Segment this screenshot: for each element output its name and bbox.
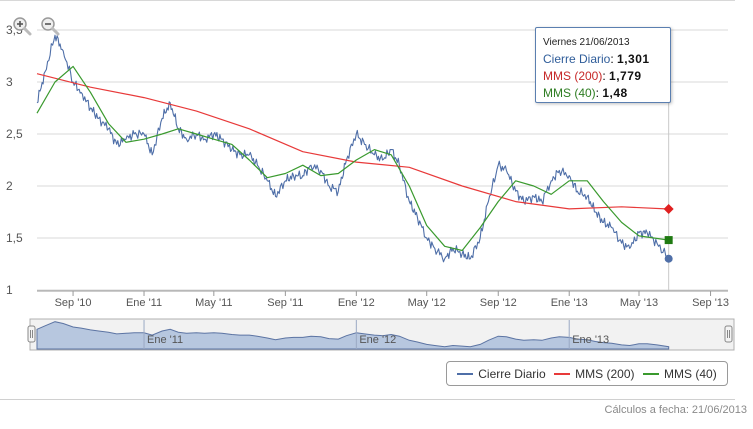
legend-swatch [643,372,660,375]
legend-swatch [457,372,474,375]
y-tick-label: 2 [6,179,13,193]
y-tick-label: 3 [6,75,13,89]
x-tick-label: May '11 [195,297,232,309]
x-tick-label: Ene '13 [551,297,588,309]
zoom-in-icon[interactable] [12,16,32,36]
y-tick-label: 1 [6,283,13,297]
tooltip-label: MMS (200) [543,69,603,83]
legend-item-mms40[interactable]: MMS (40) [643,367,717,381]
series-mms200-line [36,73,669,210]
legend-label: MMS (200) [575,366,635,381]
tooltip-row-mms200: MMS (200): 1,779 [543,69,642,83]
tooltip-row-cierre: Cierre Diario: 1,301 [543,52,650,66]
marker-mms40 [664,236,673,245]
zoom-out-icon[interactable] [40,16,60,36]
x-tick-label: May '12 [408,297,446,309]
legend-item-cierre[interactable]: Cierre Diario [457,366,546,381]
data-tooltip: Viernes 21/06/2013 Cierre Diario: 1,301 … [535,27,671,103]
marker-mms200 [663,203,674,214]
x-tick-label: Sep '12 [480,297,517,309]
x-tick-label: Sep '13 [692,297,729,309]
x-tick-label: Sep '10 [55,297,92,309]
navigator-handle-right[interactable] [724,325,733,343]
tooltip-date: Viernes 21/06/2013 [543,37,630,48]
chart-legend: Cierre Diario MMS (200) MMS (40) [446,361,728,386]
series-cierre-diario-line [36,34,670,263]
navigator-tick-label: Ene '13 [572,334,609,346]
legend-label: Cierre Diario [478,366,546,381]
x-tick-label: Ene '12 [338,297,375,309]
x-tick-label: May '13 [620,297,658,309]
tooltip-value: 1,301 [617,52,650,66]
legend-swatch [554,372,571,375]
y-tick-label: 2,5 [6,127,23,141]
footer-divider [0,399,735,400]
navigator-handle-left[interactable] [27,325,36,343]
legend-label: MMS (40) [664,366,717,381]
tooltip-label: MMS (40) [543,86,596,100]
legend-item-mms200[interactable]: MMS (200) [554,366,635,381]
tooltip-label: Cierre Diario [543,52,611,66]
tooltip-row-mms40: MMS (40): 1,48 [543,86,628,100]
navigator-tick-label: Ene '12 [359,334,396,346]
navigator-tick-label: Ene '11 [147,334,183,346]
marker-cierre-diario [664,254,673,263]
tooltip-value: 1,779 [609,69,642,83]
x-tick-label: Sep '11 [267,297,303,309]
series-mms40-line [36,65,669,252]
y-tick-label: 1,5 [6,231,23,245]
calculation-date-note: Cálculos a fecha: 21/06/2013 [604,404,748,416]
tooltip-value: 1,48 [602,86,628,100]
x-tick-label: Ene '11 [126,297,162,309]
